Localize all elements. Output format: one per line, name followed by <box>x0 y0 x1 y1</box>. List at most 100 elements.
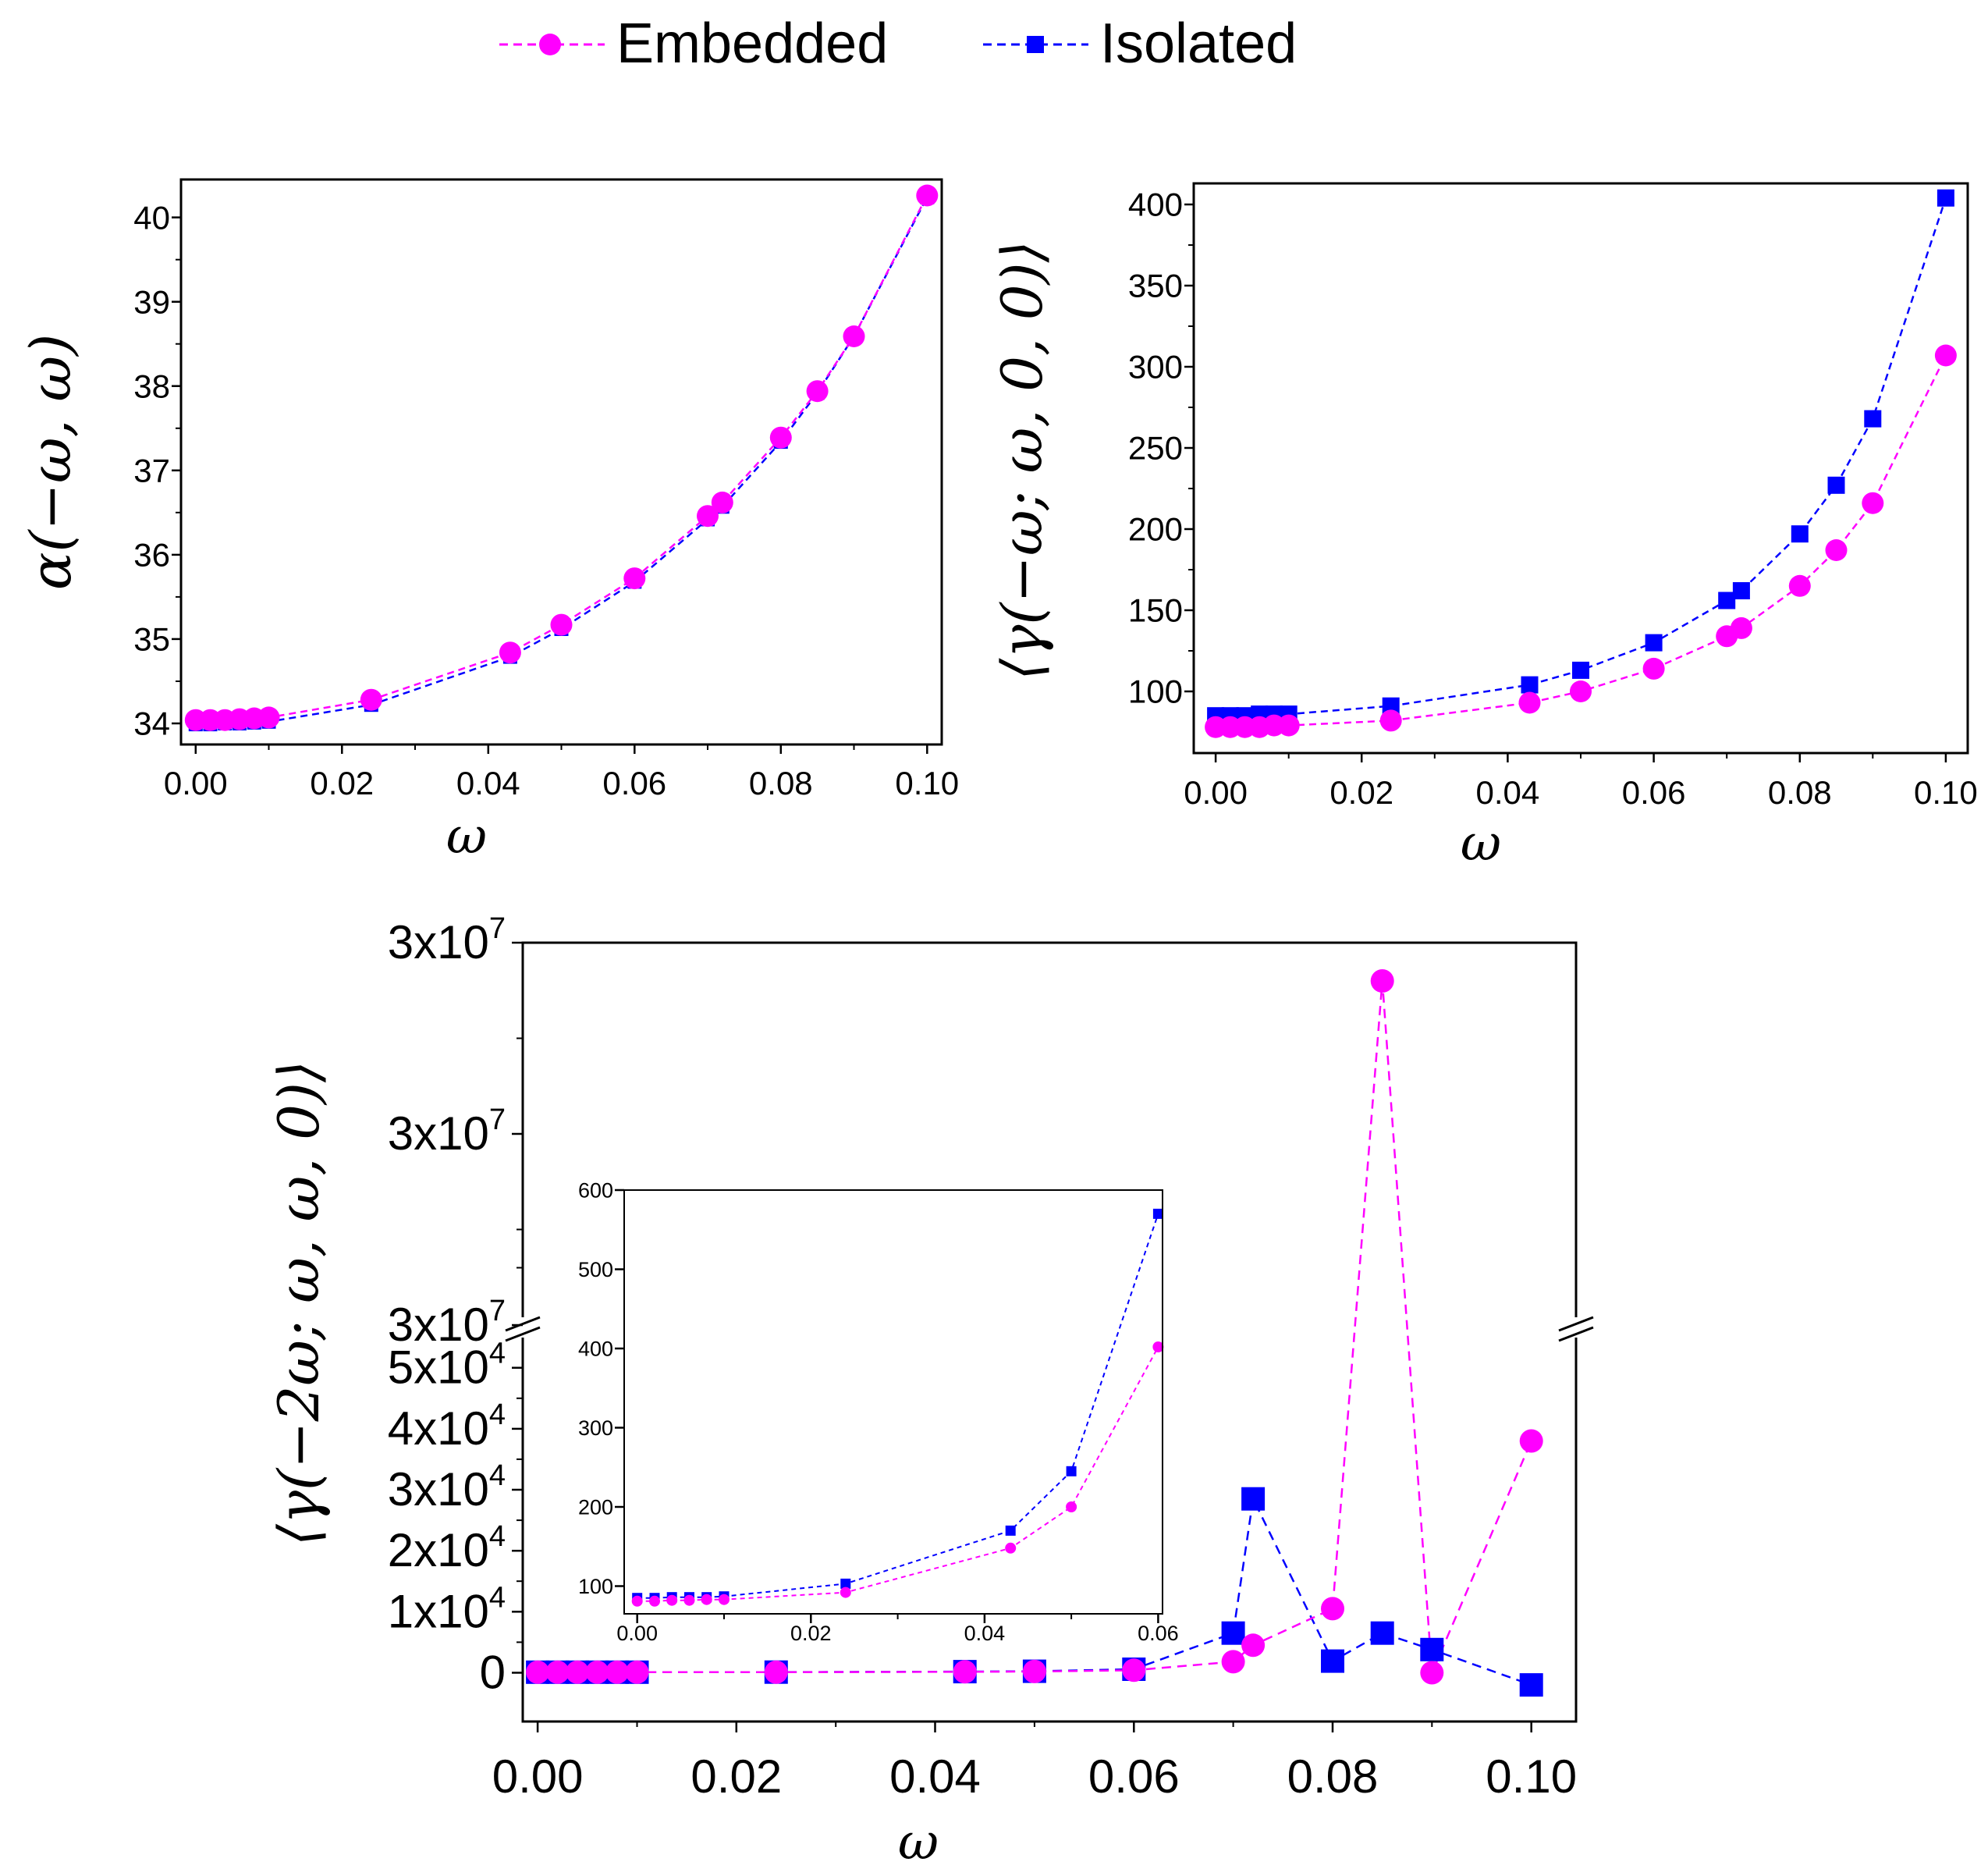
inset-isolated-point <box>1152 1208 1163 1219</box>
shg-isolated-point <box>1241 1487 1266 1511</box>
inset-y-tick-label: 100 <box>578 1575 613 1598</box>
shg-marker-layer <box>526 969 1543 1697</box>
legend-isolated-marker <box>1027 36 1044 53</box>
shg-x-tick-label: 0.02 <box>690 1750 782 1803</box>
shg-embedded-point <box>526 1660 550 1684</box>
shg-break-mark-left-2 <box>505 1326 541 1342</box>
alpha-y-tick-label: 40 <box>133 199 170 236</box>
alpha-embedded-series-line <box>195 194 928 721</box>
shg-x-tick-label: 0.04 <box>889 1750 981 1803</box>
kerr-embedded-point <box>1277 714 1300 737</box>
alpha-embedded-point <box>257 706 280 729</box>
kerr-y-axis-label: ⟨γ(−ω; ω, 0, 0)⟩ <box>989 240 1055 680</box>
shg-isolated-point <box>1370 1621 1394 1645</box>
shg-embedded-point <box>1420 1661 1444 1685</box>
shg-embedded-point <box>545 1660 570 1684</box>
kerr-y-tick-label: 100 <box>1128 673 1183 710</box>
inset-embedded-point <box>840 1587 851 1598</box>
inset-y-tick-label: 600 <box>578 1179 613 1203</box>
alpha-embedded-point <box>697 505 719 528</box>
alpha-y-tick-label: 38 <box>133 368 170 404</box>
kerr-isolated-point <box>1732 582 1750 599</box>
legend-isolated-label: Isolated <box>1100 12 1297 75</box>
inset-embedded-point <box>1152 1341 1164 1352</box>
kerr-embedded-point <box>1518 691 1541 714</box>
shg-embedded-point <box>1122 1658 1146 1682</box>
chart-alpha: 0.00 0.02 0.04 0.06 0.08 0.10 34 35 36 37 38 39 40 α… <box>18 178 959 865</box>
shg-embedded-point <box>1221 1650 1245 1674</box>
legend-embedded-marker <box>539 34 561 55</box>
kerr-embedded-point <box>1570 680 1592 702</box>
kerr-x-axis-label: ω <box>1461 815 1501 872</box>
inset-embedded-point <box>1066 1501 1077 1512</box>
inset-embedded-point <box>649 1595 660 1607</box>
shg-embedded-point <box>585 1660 609 1684</box>
shg-isolated-point <box>1519 1673 1543 1697</box>
shg-break-mark-left-1 <box>505 1316 541 1332</box>
shg-lower-y-tick-label: 0 <box>480 1647 506 1699</box>
shg-lower-y-tick-label: 5x104 <box>388 1338 506 1394</box>
inset-isolated-point <box>840 1578 851 1589</box>
shg-x-tick-label: 0.00 <box>492 1750 584 1803</box>
shg-break-mark-right-2 <box>1558 1326 1594 1342</box>
alpha-x-axis-label: ω <box>446 808 487 865</box>
kerr-embedded-point <box>1825 539 1848 561</box>
alpha-line-layer <box>195 194 928 726</box>
shg-lower-y-tick-label: 1x104 <box>388 1581 506 1637</box>
shg-isolated-point <box>1420 1637 1444 1661</box>
alpha-isolated-series-line <box>195 197 928 726</box>
alpha-embedded-point <box>623 567 646 590</box>
kerr-isolated-point <box>1864 410 1882 428</box>
shg-y-axis-label: ⟨γ(−2ω; ω, ω, 0)⟩ <box>266 1061 332 1546</box>
inset-y-tick-label: 500 <box>578 1258 613 1281</box>
shg-lower-y-tick-label: 4x104 <box>388 1398 506 1455</box>
kerr-y-tick-label: 200 <box>1128 511 1183 548</box>
kerr-isolated-point <box>1791 525 1809 543</box>
alpha-y-tick-label: 36 <box>133 537 170 574</box>
shg-embedded-point <box>953 1660 977 1684</box>
inset-isolated-series-line <box>637 1213 1159 1599</box>
kerr-y-tick-label: 300 <box>1128 349 1183 386</box>
inset-embedded-point <box>666 1594 678 1606</box>
kerr-x-tick-label: 0.08 <box>1768 774 1832 811</box>
kerr-y-tick-label: 150 <box>1128 592 1183 629</box>
kerr-isolated-point <box>1937 189 1954 207</box>
alpha-embedded-point <box>769 426 792 449</box>
shg-upper-y-tick-label: 3x107 <box>388 1295 506 1351</box>
inset-x-tick-label: 0.00 <box>616 1622 658 1645</box>
kerr-isolated-point <box>1718 592 1736 609</box>
kerr-line-layer <box>1216 197 1947 728</box>
shg-embedded-point <box>605 1660 629 1684</box>
shg-embedded-point <box>1370 969 1394 993</box>
kerr-embedded-point <box>1862 492 1884 514</box>
chart-gamma-shg: 0.00 0.02 0.04 0.06 0.08 0.10 0 1x1042x1043x104… <box>266 912 1594 1869</box>
shg-embedded-point <box>625 1660 649 1684</box>
chart-gamma-shg-inset: 0.00 0.02 0.04 0.06 100 200 300 400 500 600 <box>578 1179 1179 1646</box>
kerr-isolated-point <box>1521 676 1539 694</box>
shg-x-tick-label: 0.06 <box>1088 1750 1180 1803</box>
shg-x-tick-label: 0.08 <box>1287 1750 1379 1803</box>
shg-lower-y-tick-label: 3x104 <box>388 1459 506 1515</box>
inset-y-tick-label: 400 <box>578 1338 613 1361</box>
alpha-x-tick-label: 0.10 <box>895 765 959 801</box>
kerr-marker-layer <box>1205 189 1957 738</box>
inset-embedded-point <box>719 1594 730 1605</box>
inset-embedded-point <box>683 1594 695 1606</box>
inset-y-tick-label: 200 <box>578 1496 613 1519</box>
shg-isolated-point <box>1321 1649 1344 1673</box>
alpha-y-tick-label: 34 <box>133 705 170 742</box>
inset-line-layer <box>637 1213 1159 1602</box>
kerr-isolated-point <box>1827 476 1845 494</box>
inset-isolated-point <box>1005 1525 1016 1536</box>
shg-tick-layer: 0.00 0.02 0.04 0.06 0.08 0.10 0 1x1042x1043x104… <box>388 912 1577 1803</box>
kerr-y-tick-label: 400 <box>1128 187 1183 223</box>
kerr-x-tick-label: 0.04 <box>1476 774 1540 811</box>
kerr-x-tick-label: 0.02 <box>1329 774 1393 811</box>
kerr-x-tick-label: 0.10 <box>1914 774 1978 811</box>
alpha-embedded-point <box>550 613 573 636</box>
kerr-x-tick-label: 0.00 <box>1184 774 1248 811</box>
alpha-y-axis-label: α(−ω, ω) <box>18 334 83 590</box>
shg-upper-y-tick-label: 3x107 <box>388 912 506 968</box>
inset-embedded-point <box>1005 1542 1017 1554</box>
